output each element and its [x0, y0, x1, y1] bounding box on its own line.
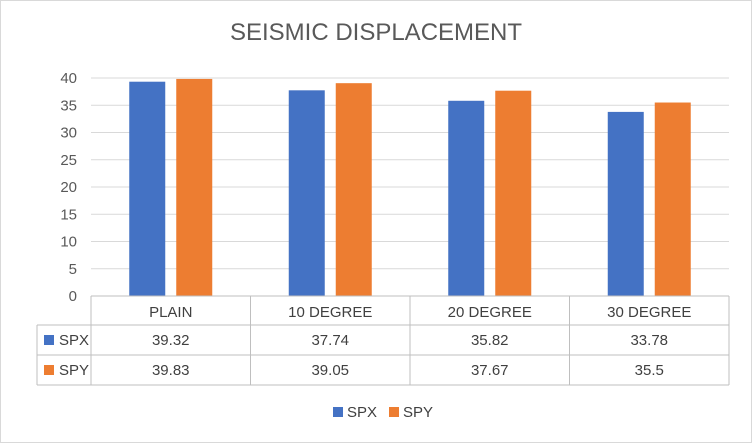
y-tick-label: 30	[60, 125, 77, 142]
y-tick-label: 10	[60, 234, 77, 251]
table-legend-key	[44, 335, 54, 345]
y-tick-label: 15	[60, 206, 77, 223]
bar-spx	[607, 111, 644, 296]
y-tick-label: 40	[60, 70, 77, 87]
category-label: 20 DEGREE	[448, 304, 532, 321]
legend-key	[333, 407, 343, 417]
bar-spy	[495, 90, 532, 296]
category-label: PLAIN	[149, 304, 192, 321]
bar-spy	[335, 83, 372, 297]
y-tick-label: 25	[60, 152, 77, 169]
bar-spy	[176, 78, 213, 296]
bar-spx	[129, 81, 166, 297]
data-value: 35.5	[635, 362, 664, 379]
y-tick-label: 20	[60, 179, 77, 196]
table-series-name: SPX	[59, 332, 89, 349]
y-tick-label: 5	[69, 261, 77, 278]
y-tick-label: 35	[60, 97, 77, 114]
chart-title: SEISMIC DISPLACEMENT	[229, 19, 523, 46]
data-value: 39.32	[152, 332, 190, 349]
data-value: 37.67	[471, 362, 509, 379]
bar-spy	[654, 102, 691, 297]
category-label: 30 DEGREE	[607, 304, 691, 321]
data-value: 39.05	[311, 362, 349, 379]
data-value: 33.78	[630, 332, 668, 349]
table-legend-key	[44, 365, 54, 375]
legend-key	[389, 407, 399, 417]
y-tick-label: 0	[69, 288, 77, 305]
data-value: 35.82	[471, 332, 509, 349]
category-label: 10 DEGREE	[288, 304, 372, 321]
bar-spx	[448, 100, 485, 296]
data-value: 37.74	[311, 332, 349, 349]
bar-spx	[288, 90, 325, 296]
legend-label: SPY	[403, 404, 433, 421]
data-value: 39.83	[152, 362, 190, 379]
table-series-name: SPY	[59, 362, 89, 379]
legend-label: SPX	[347, 404, 377, 421]
